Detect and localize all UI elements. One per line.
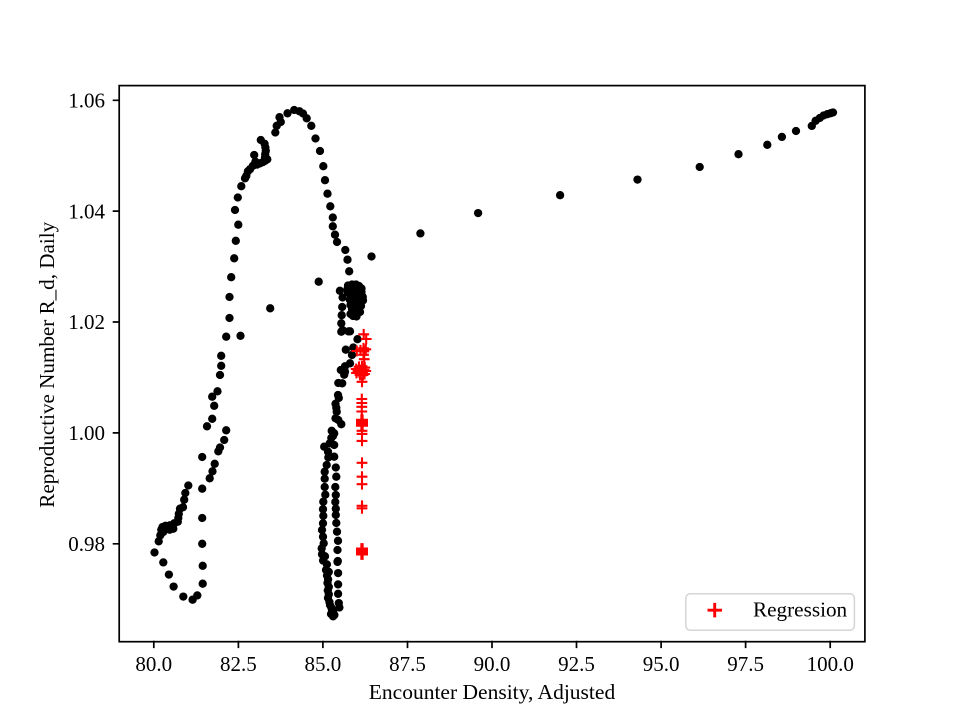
svg-text:87.5: 87.5 — [389, 652, 426, 676]
svg-text:Encounter Density, Adjusted: Encounter Density, Adjusted — [369, 680, 616, 704]
svg-text:85.0: 85.0 — [305, 652, 342, 676]
svg-text:1.00: 1.00 — [68, 421, 105, 445]
svg-text:82.5: 82.5 — [220, 652, 257, 676]
svg-text:80.0: 80.0 — [135, 652, 172, 676]
svg-text:1.02: 1.02 — [68, 310, 105, 334]
svg-text:95.0: 95.0 — [643, 652, 680, 676]
svg-text:Regression: Regression — [753, 597, 848, 621]
svg-text:1.04: 1.04 — [68, 199, 105, 223]
svg-text:97.5: 97.5 — [727, 652, 764, 676]
svg-text:0.98: 0.98 — [68, 532, 105, 556]
svg-text:1.06: 1.06 — [68, 89, 105, 113]
svg-text:92.5: 92.5 — [558, 652, 595, 676]
svg-text:Reproductive Number R_d, Daily: Reproductive Number R_d, Daily — [35, 221, 59, 507]
svg-text:90.0: 90.0 — [474, 652, 511, 676]
svg-text:100.0: 100.0 — [807, 652, 854, 676]
